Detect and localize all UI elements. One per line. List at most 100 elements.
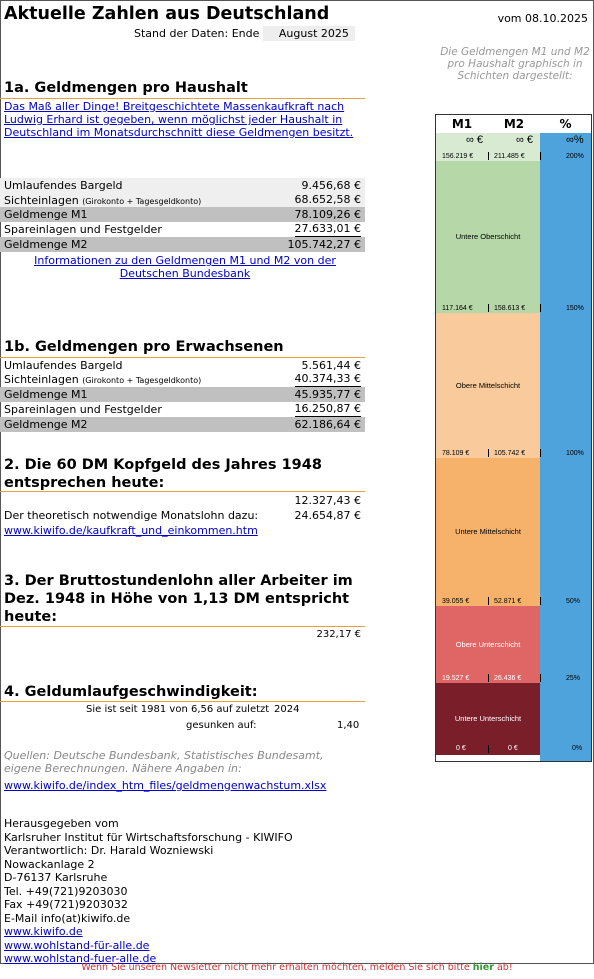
- sources-link-wrap: www.kiwifo.de/index_htm_files/geldmengen…: [4, 779, 326, 792]
- layer-graph: M1 M2 % ∞ € ∞ € ∞% Untere Oberschicht 156.21…: [435, 114, 592, 762]
- row-label: Spareinlagen und Festgelder: [4, 223, 162, 236]
- table-row: Umlaufendes Bargeld 5.561,44 €: [0, 358, 365, 373]
- graph-divider: [488, 304, 489, 312]
- website-link[interactable]: www.wohlstand-fuer-alle.de: [4, 952, 157, 965]
- table-row: Spareinlagen und Festgelder 27.633,01 €: [0, 222, 365, 237]
- table-row: Umlaufendes Bargeld 9.456,68 €: [0, 178, 365, 193]
- graph-inf-m1: ∞ €: [466, 134, 484, 146]
- sources-link[interactable]: www.kiwifo.de/index_htm_files/geldmengen…: [4, 779, 327, 792]
- graph-inf-pct: ∞%: [566, 134, 584, 146]
- table-row: Sichteinlagen (Girokonto + Tagesgeldkont…: [0, 372, 365, 387]
- publisher-line: E-Mail info(at)kiwifo.de: [4, 911, 131, 925]
- graph-pct-value: 200%: [566, 153, 584, 160]
- table-row: Geldmenge M2 62.186,64 €: [0, 417, 365, 432]
- graph-band: [436, 458, 540, 606]
- graph-header-m1: M1: [451, 117, 473, 131]
- table-row: Geldmenge M1 78.109,26 €: [0, 207, 365, 222]
- unsubscribe-link[interactable]: hier: [472, 962, 494, 973]
- graph-band-label: Obere Mittelschicht: [455, 380, 521, 390]
- graph-m1-value: 19.527 €: [442, 675, 470, 682]
- section-1b-heading: 1b. Geldmengen pro Erwachsenen: [4, 339, 284, 355]
- intro-link-wrap: Das Maß aller Dinge! Breitgeschichtete M…: [4, 100, 360, 139]
- row-value: 45.935,77 €: [294, 388, 361, 401]
- row-label: Geldmenge M2: [4, 418, 88, 431]
- sources-text: Quellen: Deutsche Bundesbank, Statistisc…: [4, 749, 324, 775]
- bundesbank-link[interactable]: Informationen zu den Geldmengen M1 und M…: [34, 254, 336, 280]
- row-label: Sichteinlagen (Girokonto + Tagesgeldkont…: [4, 194, 202, 207]
- graph-pct-value: 50%: [566, 598, 581, 605]
- graph-band: [436, 161, 540, 313]
- table-row: Geldmenge M2 105.742,27 €: [0, 237, 365, 252]
- graph-band-label: Untere Mittelschicht: [455, 527, 521, 536]
- stand-value: August 2025: [262, 26, 355, 41]
- publisher-line: Fax +49(721)9203032: [4, 898, 128, 911]
- kopfgeld-value: 12.327,43 €: [294, 494, 361, 507]
- graph-band-label: Obere Unterschicht: [455, 639, 521, 649]
- section-3-heading: 3. Der Bruttostundenlohn aller Arbeiter …: [4, 573, 353, 625]
- graph-pct-value: 25%: [566, 675, 581, 682]
- publisher-line: Nowackanlage 2: [4, 857, 95, 871]
- graph-m2-value: 105.742 €: [494, 450, 526, 457]
- velocity-value: 1,40: [337, 720, 360, 731]
- data-stand: Stand der Daten: Ende August 2025: [134, 26, 355, 41]
- velocity-line2: gesunken auf:: [186, 720, 257, 731]
- graph-header-pct: %: [559, 117, 572, 131]
- graph-m1-value: 39.055 €: [442, 598, 470, 605]
- intro-link[interactable]: Das Maß aller Dinge! Breitgeschichtete M…: [4, 100, 354, 139]
- graph-hint: Die Geldmengen M1 und M2 pro Haushalt gr…: [440, 46, 590, 82]
- row-value: 78.109,26 €: [294, 208, 361, 221]
- website-link[interactable]: www.kiwifo.de: [4, 925, 83, 938]
- row-value: 105.742,27 €: [287, 238, 361, 251]
- hourly-wage-value: 232,17 €: [316, 629, 361, 640]
- newsletter-footer: Wenn Sie unseren Newsletter nicht mehr e…: [81, 962, 513, 973]
- graph-m2-value: 26.436 €: [494, 675, 522, 682]
- velocity-year: 2024: [274, 704, 300, 715]
- graph-divider: [488, 597, 489, 605]
- table-row: Geldmenge M1 45.935,77 €: [0, 387, 365, 402]
- row-value: 9.456,68 €: [301, 179, 361, 192]
- graph-divider: [540, 449, 541, 457]
- section-1b-underline: [0, 357, 365, 358]
- publisher-line: Tel. +49(721)9203030: [4, 884, 128, 898]
- graph-divider: [488, 674, 489, 682]
- table-row: Sichteinlagen (Girokonto + Tagesgeldkont…: [0, 193, 365, 208]
- row-value: 40.374,33 €: [294, 372, 361, 387]
- monthly-wage-label: Der theoretisch notwendige Monatslohn da…: [4, 509, 259, 522]
- publisher-line: Karlsruher Institut für Wirtschaftsforsc…: [4, 830, 293, 844]
- row-value: 27.633,01 €: [294, 222, 361, 237]
- graph-band-label: Untere Unterschicht: [454, 714, 522, 723]
- graph-m1-value: 156.219 €: [442, 153, 474, 160]
- publisher-line: D-76137 Karlsruhe: [4, 871, 108, 884]
- row-value: 5.561,44 €: [301, 359, 361, 372]
- publisher-block: Herausgegeben vom Karlsruher Institut fü…: [4, 817, 293, 966]
- row-label: Geldmenge M1: [4, 208, 88, 221]
- graph-divider: [488, 745, 489, 753]
- monthly-wage-value: 24.654,87 €: [294, 509, 361, 522]
- section-2-underline: [0, 491, 365, 492]
- velocity-line1: Sie ist seit 1981 von 6,56 auf zuletzt: [86, 704, 270, 715]
- stand-label: Stand der Daten: Ende: [134, 27, 260, 40]
- row-value: 16.250,87 €: [294, 402, 361, 417]
- row-label: Spareinlagen und Festgelder: [4, 403, 162, 416]
- graph-divider: [488, 152, 489, 160]
- section-1a-heading: 1a. Geldmengen pro Haushalt: [4, 80, 248, 96]
- kaufkraft-link[interactable]: www.kiwifo.de/kaufkraft_und_einkommen.ht…: [4, 524, 258, 537]
- page-title: Aktuelle Zahlen aus Deutschland: [4, 4, 330, 24]
- graph-m1-value: 78.109 €: [442, 450, 470, 457]
- section-4-underline: [0, 701, 365, 702]
- graph-divider: [488, 449, 489, 457]
- publisher-line: Verantwortlich: Dr. Harald Wozniewski: [4, 844, 214, 857]
- section-1a-underline: [0, 98, 365, 99]
- website-link[interactable]: www.wohlstand-für-alle.de: [4, 938, 150, 952]
- kaufkraft-link-wrap: www.kiwifo.de/kaufkraft_und_einkommen.ht…: [4, 524, 258, 537]
- row-label: Umlaufendes Bargeld: [4, 359, 123, 372]
- row-value: 68.652,58 €: [294, 193, 361, 208]
- graph-band-label: Untere Oberschicht: [455, 232, 521, 241]
- graph-m2-value: 158.613 €: [494, 305, 526, 312]
- graph-band: [436, 683, 540, 755]
- graph-band: [436, 606, 540, 683]
- section-2-heading: 2. Die 60 DM Kopfgeld des Jahres 1948 en…: [4, 457, 322, 491]
- row-label: Sichteinlagen (Girokonto + Tagesgeldkont…: [4, 373, 202, 386]
- graph-pct-value: 150%: [566, 305, 584, 312]
- graph-divider: [540, 304, 541, 312]
